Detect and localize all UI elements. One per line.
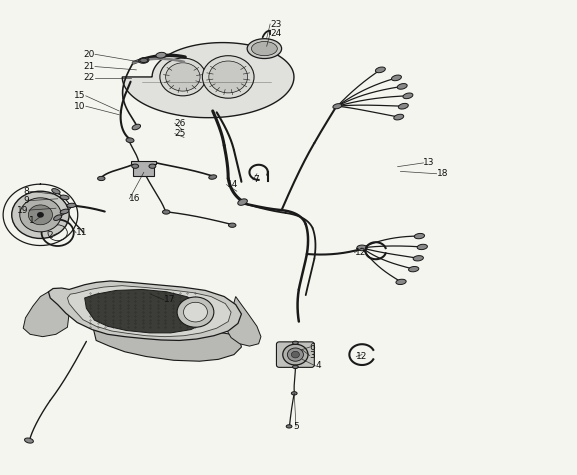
Ellipse shape (398, 104, 409, 109)
Circle shape (12, 191, 69, 238)
Polygon shape (131, 161, 156, 176)
Ellipse shape (293, 365, 298, 369)
Text: 7: 7 (253, 175, 258, 184)
Text: 12: 12 (354, 248, 366, 257)
Text: 6: 6 (310, 342, 316, 352)
Text: 2: 2 (47, 231, 53, 240)
Ellipse shape (417, 244, 428, 249)
Text: 13: 13 (424, 158, 435, 167)
Ellipse shape (333, 104, 342, 109)
Polygon shape (81, 299, 241, 361)
Ellipse shape (247, 38, 282, 58)
Ellipse shape (132, 164, 138, 168)
Ellipse shape (403, 93, 413, 99)
Circle shape (28, 205, 53, 225)
Polygon shape (227, 296, 261, 346)
Ellipse shape (132, 124, 141, 130)
Circle shape (37, 212, 44, 218)
Text: 10: 10 (74, 102, 86, 111)
Text: 16: 16 (129, 194, 141, 203)
FancyBboxPatch shape (276, 342, 314, 367)
Text: 1: 1 (29, 217, 35, 226)
Ellipse shape (238, 199, 248, 205)
Circle shape (160, 58, 206, 96)
Text: 3: 3 (310, 351, 316, 360)
Text: 12: 12 (356, 352, 368, 361)
Ellipse shape (414, 233, 425, 239)
Ellipse shape (394, 114, 404, 120)
Text: 9: 9 (23, 196, 29, 205)
Circle shape (203, 56, 254, 98)
Ellipse shape (67, 203, 76, 208)
Polygon shape (85, 289, 208, 333)
Polygon shape (23, 292, 69, 337)
Ellipse shape (60, 195, 69, 200)
Ellipse shape (140, 58, 148, 63)
Ellipse shape (54, 215, 62, 220)
Ellipse shape (413, 256, 424, 261)
Text: 25: 25 (175, 129, 186, 138)
Polygon shape (48, 281, 241, 341)
Ellipse shape (60, 209, 69, 214)
Ellipse shape (396, 279, 406, 285)
Text: 26: 26 (175, 119, 186, 128)
Circle shape (166, 63, 200, 91)
Ellipse shape (156, 52, 166, 58)
Text: 19: 19 (17, 206, 29, 215)
Ellipse shape (149, 164, 156, 168)
Ellipse shape (98, 176, 105, 180)
Ellipse shape (397, 84, 407, 89)
Text: 11: 11 (76, 228, 88, 238)
Ellipse shape (25, 438, 33, 443)
Text: 14: 14 (227, 180, 238, 189)
Text: 8: 8 (23, 187, 29, 196)
Circle shape (183, 302, 207, 322)
Ellipse shape (291, 392, 297, 395)
Ellipse shape (252, 41, 278, 56)
Circle shape (283, 344, 308, 365)
Circle shape (209, 61, 248, 93)
Ellipse shape (409, 266, 419, 272)
Circle shape (287, 348, 304, 361)
Text: 5: 5 (293, 422, 299, 431)
Text: 21: 21 (84, 62, 95, 71)
Ellipse shape (286, 425, 292, 428)
Ellipse shape (228, 223, 236, 228)
Text: 4: 4 (316, 361, 321, 371)
Ellipse shape (126, 138, 134, 142)
Circle shape (20, 198, 61, 232)
Ellipse shape (376, 67, 385, 73)
Text: 20: 20 (84, 50, 95, 59)
Ellipse shape (138, 57, 149, 63)
Text: 15: 15 (74, 91, 86, 100)
Text: 18: 18 (437, 169, 448, 178)
Ellipse shape (163, 210, 170, 214)
Ellipse shape (391, 75, 402, 81)
Ellipse shape (209, 175, 216, 179)
Ellipse shape (357, 245, 367, 251)
Ellipse shape (293, 341, 298, 344)
Circle shape (291, 352, 299, 358)
Circle shape (177, 297, 214, 327)
Polygon shape (68, 285, 231, 337)
Ellipse shape (52, 189, 60, 194)
Text: 24: 24 (270, 29, 282, 38)
Polygon shape (122, 43, 294, 118)
Text: 17: 17 (164, 295, 175, 304)
Text: 23: 23 (270, 19, 282, 28)
Text: 22: 22 (84, 74, 95, 82)
